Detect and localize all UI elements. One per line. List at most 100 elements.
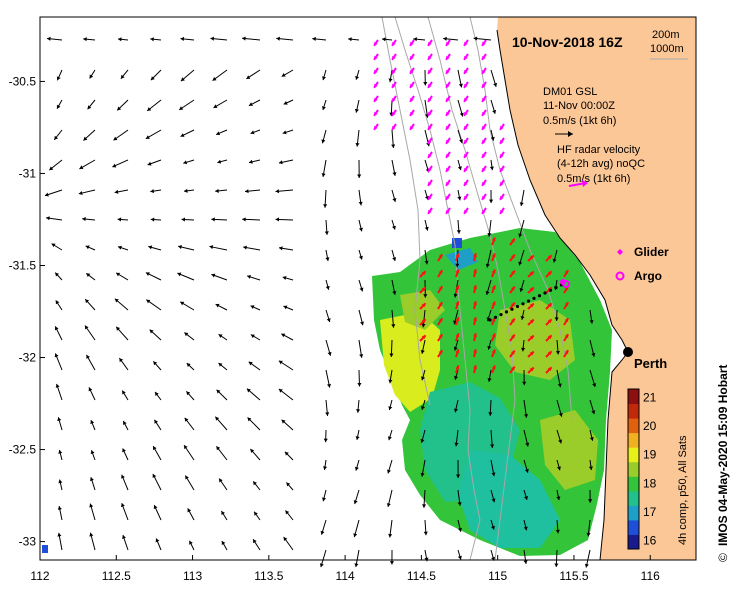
model-current-arrow (83, 129, 96, 141)
model-current-arrow (54, 272, 63, 281)
model-current-arrow (121, 474, 129, 491)
model-current-arrow (354, 99, 360, 113)
glider-track-point (488, 318, 492, 322)
x-tick-label: 113 (183, 569, 202, 583)
model-legend-line1: DM01 GSL (543, 86, 597, 98)
model-current-arrow (154, 391, 162, 401)
radar-current-arrow (563, 317, 570, 326)
marker-legend: Glider Argo (615, 245, 669, 283)
model-current-arrow (121, 390, 129, 401)
model-current-arrow (179, 301, 195, 311)
radar-current-arrow (437, 253, 444, 262)
radar-current-arrow (509, 253, 516, 262)
model-current-arrow (186, 362, 195, 371)
model-current-arrow (275, 189, 294, 194)
date-title: 10-Nov-2018 16Z (512, 34, 623, 50)
model-current-arrow (523, 549, 528, 564)
model-current-arrow (325, 399, 330, 416)
model-current-arrow (358, 189, 363, 206)
model-current-arrow (457, 159, 462, 171)
model-current-arrow (213, 99, 228, 109)
radar-current-arrow (391, 95, 397, 103)
radar-current-arrow (445, 67, 451, 75)
radar-current-arrow (445, 53, 451, 61)
model-current-arrow (221, 540, 228, 551)
radar-current-arrow (427, 67, 433, 75)
model-current-arrow (154, 419, 162, 431)
radar-current-arrow (473, 268, 478, 278)
radar-current-arrow (463, 151, 469, 159)
radar-current-arrow (499, 165, 505, 173)
model-current-arrow (554, 549, 559, 567)
radar-current-arrow (463, 137, 469, 145)
glider-track-point (548, 288, 553, 292)
radar-current-arrow (481, 165, 487, 173)
x-tick-label: 115 (488, 569, 507, 583)
model-current-arrow (520, 309, 525, 320)
model-current-arrow (242, 36, 261, 41)
model-current-arrow (180, 69, 195, 82)
model-current-arrow (216, 389, 228, 401)
glider-marker-icon (560, 279, 566, 285)
model-current-arrow (489, 159, 494, 171)
radar-current-arrow (545, 302, 553, 310)
model-current-arrow (90, 419, 96, 431)
radar-current-arrow (463, 39, 469, 47)
radar-current-arrow (481, 137, 487, 145)
model-current-arrow (152, 473, 162, 491)
radar-current-arrow (563, 301, 570, 310)
model-current-arrow (424, 219, 429, 231)
model-current-arrow (389, 549, 395, 565)
model-current-arrow (325, 309, 331, 323)
model-current-arrow (183, 444, 195, 461)
radar-current-arrow (373, 39, 379, 47)
argo-label: Argo (634, 269, 662, 283)
model-current-arrow (457, 129, 464, 144)
model-current-arrow (556, 399, 563, 417)
model-current-arrow (86, 272, 96, 281)
colorbar-tick-label: 18 (643, 476, 657, 490)
glider-track-point (537, 294, 542, 298)
model-current-arrow (589, 309, 594, 324)
radar-current-arrow (509, 317, 516, 326)
radar-current-arrow (373, 95, 379, 103)
model-current-arrow (56, 99, 63, 109)
radar-current-arrow (481, 39, 487, 47)
radar-current-arrow (445, 95, 451, 103)
radar-current-arrow (427, 53, 433, 61)
model-current-arrow (584, 549, 591, 568)
model-current-arrow (252, 481, 261, 491)
model-current-arrow (114, 189, 129, 194)
model-current-arrow (457, 69, 463, 88)
x-tick-label: 115.5 (559, 569, 588, 583)
radar-current-arrow (481, 207, 487, 215)
radar-current-arrow (491, 269, 496, 278)
radar-current-arrow (563, 333, 570, 342)
x-tick-label: 116 (641, 569, 660, 583)
model-current-arrow (358, 309, 364, 326)
model-current-arrow (490, 69, 498, 87)
model-current-arrow (490, 99, 497, 114)
model-current-arrow (354, 459, 360, 471)
model-current-arrow (55, 383, 63, 401)
model-current-arrow (122, 448, 129, 461)
radar-current-arrow (481, 193, 487, 201)
model-current-arrow (155, 538, 162, 551)
model-current-arrow (177, 245, 195, 251)
model-current-arrow (150, 69, 162, 81)
radar-current-arrow (473, 300, 478, 310)
radar-current-arrow (445, 207, 451, 215)
radar-current-arrow (527, 350, 535, 358)
radar-current-arrow (391, 53, 397, 61)
model-current-arrow (424, 249, 429, 265)
radar-current-arrow (455, 285, 460, 294)
model-legend: DM01 GSL 11-Nov 00:00Z 0.5m/s (1kt 6h) (543, 86, 616, 137)
model-current-arrow (423, 519, 428, 536)
radar-current-arrow (409, 81, 415, 89)
model-current-arrow (178, 99, 195, 111)
radar-legend-line2: (4-12h avg) noQC (557, 158, 645, 170)
model-current-arrow (355, 69, 360, 80)
model-current-arrow (150, 37, 162, 42)
radar-current-arrow (509, 333, 516, 342)
model-current-arrow (420, 369, 426, 381)
